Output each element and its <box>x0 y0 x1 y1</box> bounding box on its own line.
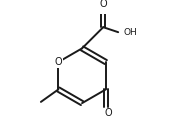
Text: O: O <box>104 108 112 118</box>
Text: O: O <box>99 0 107 9</box>
Text: O: O <box>55 57 62 67</box>
Text: OH: OH <box>123 28 137 37</box>
